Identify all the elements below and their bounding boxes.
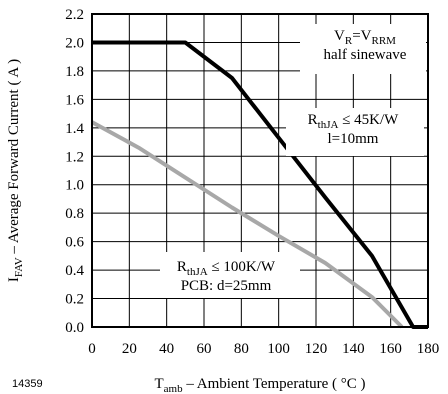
x-tick-label: 100 bbox=[267, 341, 290, 357]
series-2-label-bg bbox=[160, 252, 300, 298]
conditions-annotation-bg bbox=[300, 24, 426, 74]
y-tick-label: 0.8 bbox=[65, 206, 84, 222]
annotation-text-segment: R bbox=[308, 112, 318, 128]
y-axis-label-rest: – Average Forward Current ( A ) bbox=[6, 59, 22, 257]
annotation-text-segment: R bbox=[177, 259, 187, 275]
annotation-text-segment: =V bbox=[352, 28, 371, 44]
x-tick-label: 180 bbox=[417, 341, 440, 357]
y-tick-label: 1.0 bbox=[65, 178, 84, 194]
y-tick-label: 1.6 bbox=[65, 92, 84, 108]
x-tick-label: 40 bbox=[159, 341, 174, 357]
annotation-text-segment: l=10mm bbox=[328, 131, 379, 147]
y-tick-label: 2.2 bbox=[65, 7, 84, 23]
y-axis-label-sub: FAV bbox=[13, 257, 25, 277]
x-axis-label-sub: amb bbox=[164, 383, 183, 394]
x-tick-label: 80 bbox=[234, 341, 249, 357]
x-tick-label: 60 bbox=[197, 341, 212, 357]
conditions-annotation: VR=VRRM half sinewave bbox=[324, 28, 407, 63]
x-tick-label: 160 bbox=[379, 341, 402, 357]
y-tick-label: 1.4 bbox=[65, 121, 84, 137]
figure-id: 14359 bbox=[12, 378, 43, 390]
series-2-label: RthJA ≤ 100K/W PCB: d=25mm bbox=[177, 259, 276, 294]
annotation-text-segment: R bbox=[345, 35, 353, 47]
x-tick-label: 0 bbox=[88, 341, 96, 357]
series-2-line bbox=[91, 120, 404, 329]
series-layer bbox=[91, 40, 428, 329]
y-tick-label: 0.0 bbox=[65, 320, 84, 336]
annotation-text-segment: ≤ 45K/W bbox=[338, 112, 399, 128]
annotation-text-segment: V bbox=[334, 28, 345, 44]
series-1-line bbox=[92, 40, 428, 329]
annotation-text-segment: thJA bbox=[318, 119, 339, 131]
y-tick-label: 1.2 bbox=[65, 149, 84, 165]
y-tick-labels: 0.0 0.2 0.4 0.6 0.8 1.0 1.2 1.4 1.6 1.8 2.0 2.2 bbox=[65, 7, 84, 336]
annotation-text-segment: RRM bbox=[372, 35, 397, 47]
x-axis-label-main: T bbox=[154, 376, 163, 392]
annotation-text-segment: half sinewave bbox=[324, 47, 407, 63]
x-axis-label: Tamb – Ambient Temperature ( °C ) bbox=[154, 376, 365, 394]
y-tick-label: 0.4 bbox=[65, 263, 84, 279]
y-axis-label-main: I bbox=[6, 277, 22, 282]
x-axis-label-rest: – Ambient Temperature ( °C ) bbox=[183, 376, 366, 392]
x-tick-label: 120 bbox=[305, 341, 328, 357]
series-1-label-bg bbox=[286, 108, 424, 156]
y-tick-label: 0.6 bbox=[65, 235, 84, 251]
y-tick-label: 1.8 bbox=[65, 64, 84, 80]
annotation-text-segment: thJA bbox=[187, 266, 208, 278]
x-tick-label: 140 bbox=[342, 341, 365, 357]
y-tick-label: 2.0 bbox=[65, 35, 84, 51]
annotation-text-segment: ≤ 100K/W bbox=[208, 259, 276, 275]
x-tick-labels: 0 20 40 60 80 100 120 140 160 180 bbox=[88, 341, 439, 357]
annotation-text-segment: PCB: d=25mm bbox=[181, 278, 272, 294]
plot-frame bbox=[91, 13, 429, 328]
x-tick-label: 20 bbox=[122, 341, 137, 357]
y-axis-label: IFAV – Average Forward Current ( A ) bbox=[6, 59, 25, 282]
y-tick-label: 0.2 bbox=[65, 292, 84, 308]
series-1-label: RthJA ≤ 45K/W l=10mm bbox=[308, 112, 400, 147]
